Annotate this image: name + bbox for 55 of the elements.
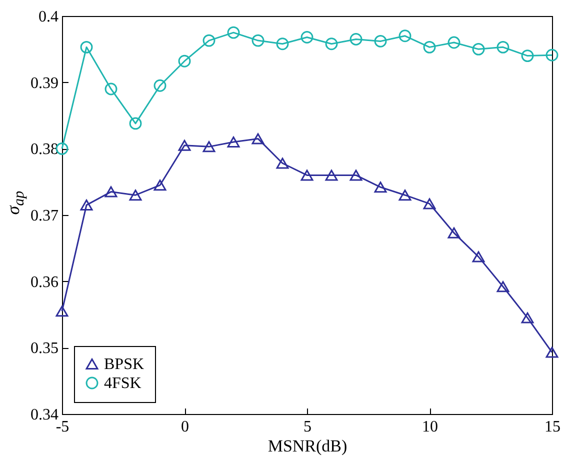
point [227, 136, 240, 148]
point [448, 36, 460, 49]
point [374, 182, 387, 193]
point [56, 306, 68, 317]
point [398, 190, 412, 201]
legend-label: BPSK [104, 356, 144, 373]
y-tick-label: 0.34 [30, 406, 58, 424]
point [423, 40, 436, 54]
point [154, 79, 166, 92]
point [546, 346, 558, 358]
point [472, 42, 485, 56]
point [252, 34, 264, 47]
point [104, 186, 118, 198]
point [350, 33, 362, 46]
y-tick-label: 0.35 [30, 340, 58, 358]
point [129, 190, 142, 201]
point [104, 82, 118, 96]
y-tick-label: 0.36 [30, 274, 58, 291]
x-tick-label: -5 [56, 418, 70, 436]
point [325, 170, 338, 181]
point [448, 227, 460, 238]
x-tick-label: 0 [181, 418, 189, 436]
point [398, 30, 412, 42]
point [227, 26, 240, 39]
point [276, 158, 289, 169]
point [300, 31, 314, 44]
point [202, 141, 216, 152]
point [276, 38, 289, 50]
point [178, 54, 191, 68]
point [496, 40, 510, 54]
point [521, 50, 534, 62]
point [423, 198, 436, 210]
point [521, 312, 534, 324]
y-tick-label: 0.37 [30, 208, 58, 224]
point [80, 40, 93, 54]
point [178, 140, 191, 151]
point [202, 34, 216, 47]
point [325, 38, 338, 50]
x-tick-label: 15 [544, 418, 560, 436]
y-tick-label: 0.39 [30, 74, 58, 92]
point [472, 251, 485, 262]
point [374, 34, 387, 48]
y-tick-label: 0.4 [38, 8, 58, 26]
x-tick-label: 10 [422, 418, 438, 436]
point [80, 200, 93, 211]
point [129, 117, 142, 130]
point [252, 133, 264, 144]
point [496, 281, 510, 292]
point [546, 48, 558, 62]
legend-label: 4FSK [104, 375, 142, 392]
x-axis-title: MSNR(dB) [268, 436, 348, 456]
point [154, 180, 166, 191]
x-tick-label: 5 [304, 418, 312, 436]
point [350, 170, 362, 181]
point [300, 170, 314, 181]
